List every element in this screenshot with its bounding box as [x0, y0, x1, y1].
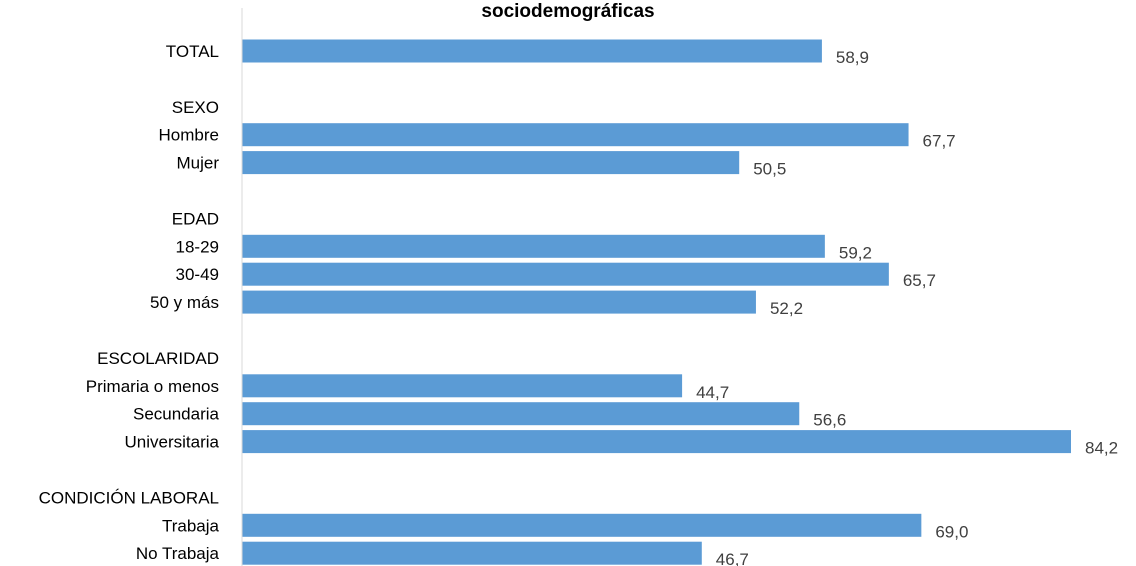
bar [242, 541, 702, 565]
bar [242, 290, 756, 314]
group-header-label: EDAD [172, 209, 219, 228]
category-label: 50 y más [150, 293, 219, 312]
chart-title: sociodemográficas [481, 1, 654, 22]
category-label: Universitaria [125, 433, 220, 452]
data-label: 84,2 [1085, 439, 1118, 458]
bar [242, 430, 1071, 454]
group-header-label: SEXO [172, 98, 219, 117]
bar [242, 151, 740, 175]
category-label: 18-29 [176, 237, 219, 256]
data-label: 44,7 [696, 383, 729, 402]
data-label: 46,7 [716, 550, 749, 566]
category-label: No Trabaja [136, 544, 220, 563]
category-label: Mujer [176, 154, 219, 173]
category-label: 30-49 [176, 265, 219, 284]
bars-layer: TOTAL 58,9 SEXO Hombre 67,7 Mujer 50,5 EDAD 18-2… [39, 39, 1118, 566]
data-label: 58,9 [836, 48, 869, 67]
bar [242, 39, 822, 63]
data-label: 52,2 [770, 299, 803, 318]
data-label: 65,7 [903, 271, 936, 290]
bar [242, 513, 922, 537]
group-header-label: CONDICIÓN LABORAL [39, 488, 219, 507]
bar [242, 123, 909, 147]
category-label: Primaria o menos [86, 377, 219, 396]
bar [242, 374, 683, 398]
category-label: Trabaja [162, 516, 220, 535]
data-label: 56,6 [813, 411, 846, 430]
category-label: TOTAL [166, 42, 219, 61]
data-label: 67,7 [923, 132, 956, 151]
bar [242, 402, 800, 426]
bar [242, 262, 889, 286]
data-label: 59,2 [839, 243, 872, 262]
category-label: Hombre [159, 126, 219, 145]
bar [242, 234, 825, 258]
data-label: 50,5 [753, 160, 786, 179]
data-label: 69,0 [935, 522, 968, 541]
group-header-label: ESCOLARIDAD [97, 349, 219, 368]
category-label: Secundaria [133, 405, 220, 424]
